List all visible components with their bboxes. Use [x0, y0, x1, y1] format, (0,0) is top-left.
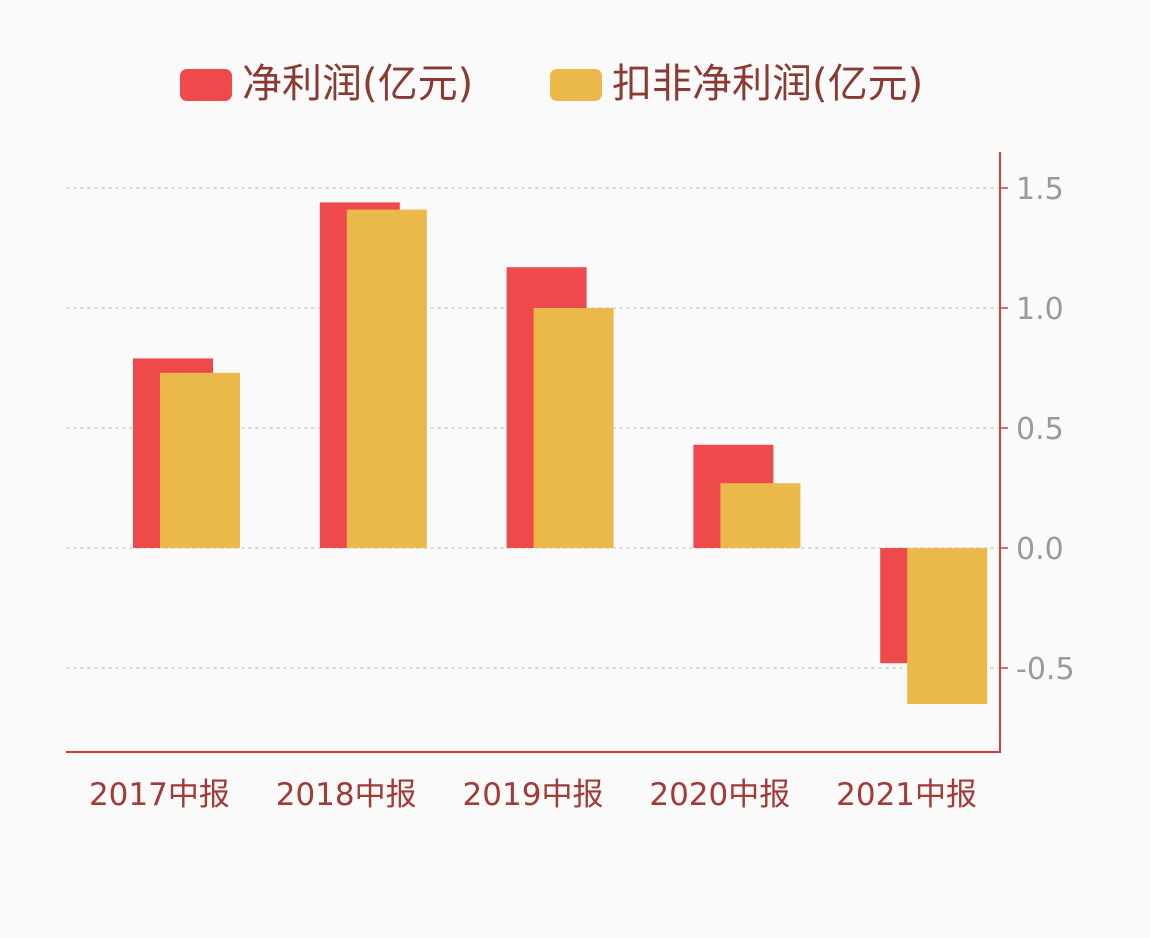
x-category-label: 2020中报 [649, 777, 790, 813]
legend-swatch-deducted-net-profit [550, 69, 602, 101]
bars [133, 202, 988, 704]
y-tick-labels: 1.5 1.0 0.5 0.0 -0.5 [1000, 172, 1075, 687]
x-category-label: 2021中报 [836, 777, 977, 813]
bar-deducted-net-profit-2021中报 [907, 548, 988, 704]
legend-item-deducted-net-profit: 扣非净利润(亿元) [550, 61, 923, 107]
axes [66, 152, 1001, 753]
bar-deducted-net-profit-2017中报 [160, 372, 240, 548]
x-category-label: 2019中报 [463, 777, 604, 813]
legend-swatch-net-profit [180, 69, 232, 101]
x-category-label: 2018中报 [276, 777, 417, 813]
x-category-label: 2017中报 [89, 777, 230, 813]
legend-item-net-profit: 净利润(亿元) [180, 61, 473, 107]
x-category-labels: 2017中报 2018中报 2019中报 2020中报 2021中报 [89, 777, 977, 813]
legend: 净利润(亿元) 扣非净利润(亿元) [180, 61, 923, 107]
bar-deducted-net-profit-2020中报 [720, 483, 801, 548]
y-tick-label: 0.5 [1016, 412, 1064, 447]
legend-label-net-profit: 净利润(亿元) [242, 61, 473, 107]
y-tick-label: 1.5 [1016, 172, 1064, 207]
y-tick-label: 1.0 [1016, 292, 1064, 327]
y-tick-label: -0.5 [1016, 652, 1075, 687]
bar-deducted-net-profit-2019中报 [533, 308, 614, 548]
bar-deducted-net-profit-2018中报 [346, 209, 427, 548]
y-tick-label: 0.0 [1016, 532, 1064, 567]
legend-label-deducted-net-profit: 扣非净利润(亿元) [612, 61, 923, 107]
